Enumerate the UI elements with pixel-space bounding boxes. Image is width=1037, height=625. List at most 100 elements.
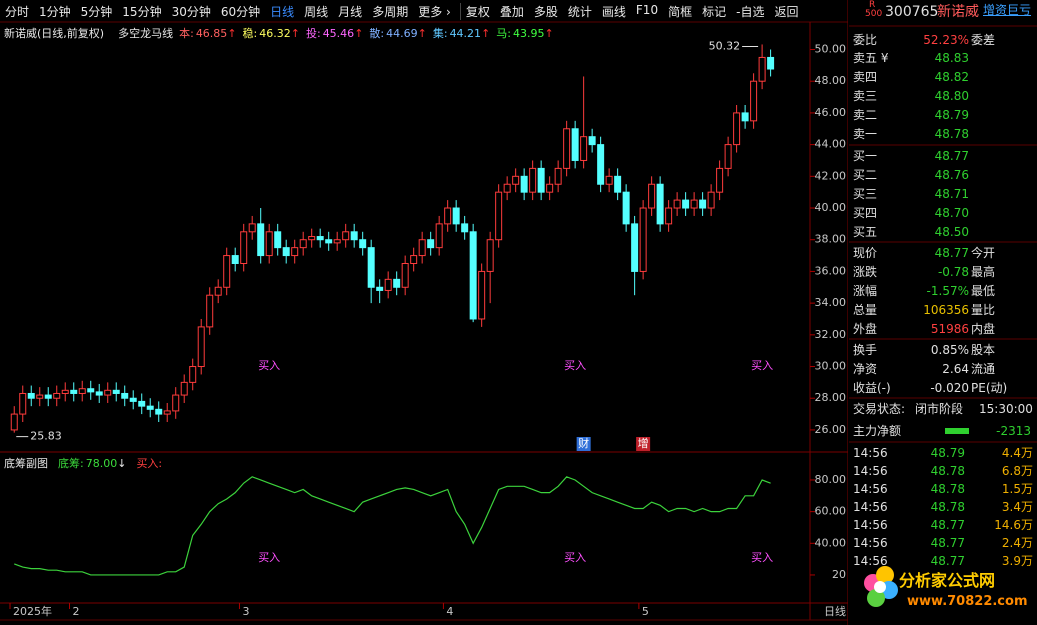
y-tick-label: 26.00 xyxy=(815,423,847,436)
quote-panel: R 500 300765 新诺威 增资巨亏 委比 52.23% 委差 卖五 ¥ 48.83 卖四 48… xyxy=(849,0,1037,625)
tool-button[interactable]: 标记 xyxy=(702,4,727,19)
candle-body xyxy=(350,231,358,241)
legend-entry: 买入: xyxy=(136,455,162,471)
period-button[interactable]: 多周期 xyxy=(372,4,409,19)
candle-body xyxy=(146,405,154,410)
trade-price: 48.77 xyxy=(930,536,965,550)
candle-body xyxy=(469,231,477,320)
status-time: 15:30:00 xyxy=(979,402,1033,416)
ask-value: 48.79 xyxy=(934,108,969,122)
badge-top: R xyxy=(869,0,876,10)
x-tick-label: 2025年 xyxy=(13,604,52,618)
candle-body xyxy=(750,80,758,122)
candle-body xyxy=(129,397,137,402)
legend-entry: 底筹: 78.00↓ xyxy=(58,455,126,471)
period-button[interactable]: 15分钟 xyxy=(122,4,162,19)
period-button[interactable]: 月线 xyxy=(338,4,363,19)
period-button[interactable]: 60分钟 xyxy=(220,4,261,19)
candle-body xyxy=(223,255,231,288)
period-button[interactable]: 分时 xyxy=(5,4,30,19)
candle-body xyxy=(622,191,630,225)
tool-button[interactable]: 返回 xyxy=(774,4,799,19)
tool-button[interactable]: F10 xyxy=(635,2,659,17)
indicator-label: 本: xyxy=(179,27,194,40)
candle-body xyxy=(716,167,724,193)
indicator-label: 散: xyxy=(369,27,385,40)
event-label: 财 xyxy=(578,436,589,450)
candle-body xyxy=(393,278,401,288)
y-tick-label: 32.00 xyxy=(815,328,847,341)
candle-body xyxy=(665,207,673,225)
period-indicator: 日线 xyxy=(824,604,846,618)
candle-body xyxy=(333,239,341,244)
candle-body xyxy=(648,183,656,209)
candle-body xyxy=(435,223,443,249)
indicator-value: 本: 46.85↑ xyxy=(179,25,236,41)
legend-arrow: ↓ xyxy=(117,457,127,470)
buy-signal: 买入 xyxy=(751,359,773,372)
bid-label: 买三 xyxy=(853,187,878,201)
chart-title: 底筹副图 xyxy=(4,457,48,470)
bid-value: 48.77 xyxy=(934,149,969,163)
candle-body xyxy=(461,223,469,233)
chart-canvas: 26.00 28.00 30.00 32.00 34.00 36.00 38.00 40.00… xyxy=(0,0,848,625)
period-button[interactable]: 5分钟 xyxy=(80,4,113,19)
stat-value: 106356 xyxy=(923,303,969,317)
trade-time: 14:56 xyxy=(853,536,888,550)
candle-body xyxy=(418,239,426,257)
tool-button[interactable]: 画线 xyxy=(601,4,626,19)
candle-body xyxy=(53,392,61,399)
trade-time: 14:56 xyxy=(853,500,888,514)
stat-value: -0.78 xyxy=(937,265,969,279)
period-button[interactable]: 日线 xyxy=(270,4,295,19)
stat-label: 涨幅 xyxy=(853,284,878,298)
period-button[interactable]: 周线 xyxy=(304,4,329,19)
indicator-value: 马: 43.95↑ xyxy=(496,25,553,41)
period-button[interactable]: 30分钟 xyxy=(171,4,211,19)
indicator-number: 45.46 xyxy=(322,27,355,40)
candle-body xyxy=(248,223,256,233)
buy-signal: 买入 xyxy=(258,359,280,372)
event-label: 增 xyxy=(638,436,649,450)
tool-button[interactable]: 简框 xyxy=(668,4,693,19)
candle-body xyxy=(44,394,52,399)
candle-body xyxy=(512,175,520,185)
tool-button[interactable]: 多股 xyxy=(533,4,558,19)
candle-body xyxy=(214,286,222,296)
indicator-label: 投: xyxy=(305,27,321,40)
buy-signal: 买入 xyxy=(751,551,773,564)
tool-button[interactable]: 复权 xyxy=(465,4,490,19)
x-tick-label: 2 xyxy=(72,605,79,618)
tool-button[interactable]: 叠加 xyxy=(499,4,524,19)
candle-body xyxy=(78,388,86,394)
candle-body xyxy=(529,167,537,193)
period-button[interactable]: 更多 › xyxy=(418,4,451,19)
trade-time: 14:56 xyxy=(853,482,888,496)
candle-body xyxy=(427,239,435,249)
candle-body xyxy=(444,207,452,225)
commission-value: 52.23% xyxy=(923,33,969,47)
indicator-number: 46.32 xyxy=(259,27,291,40)
y-tick-label: 30.00 xyxy=(815,360,847,373)
y-tick-label: 50.00 xyxy=(815,43,847,56)
trade-price: 48.78 xyxy=(930,482,965,496)
candle-body xyxy=(61,389,69,394)
period-button[interactable]: 1分钟 xyxy=(39,4,71,19)
candle-body xyxy=(359,239,367,249)
candle-body xyxy=(614,175,622,193)
indicator-number: 46.85 xyxy=(195,27,228,40)
tool-button[interactable]: -自选 xyxy=(736,4,765,19)
candle-body xyxy=(520,175,528,193)
tool-button[interactable]: 统计 xyxy=(567,4,592,19)
candle-body xyxy=(189,366,197,383)
trade-volume: 14.6万 xyxy=(994,518,1033,532)
high-label: 50.32 xyxy=(709,39,741,52)
candle-body xyxy=(291,247,299,257)
candle-body xyxy=(197,326,205,368)
candle-body xyxy=(172,394,180,412)
bid-value: 48.50 xyxy=(934,225,969,239)
buy-signal: 买入 xyxy=(258,551,280,564)
panel-frame xyxy=(849,25,1037,607)
candle-body xyxy=(104,389,112,396)
candle-body xyxy=(741,112,749,122)
